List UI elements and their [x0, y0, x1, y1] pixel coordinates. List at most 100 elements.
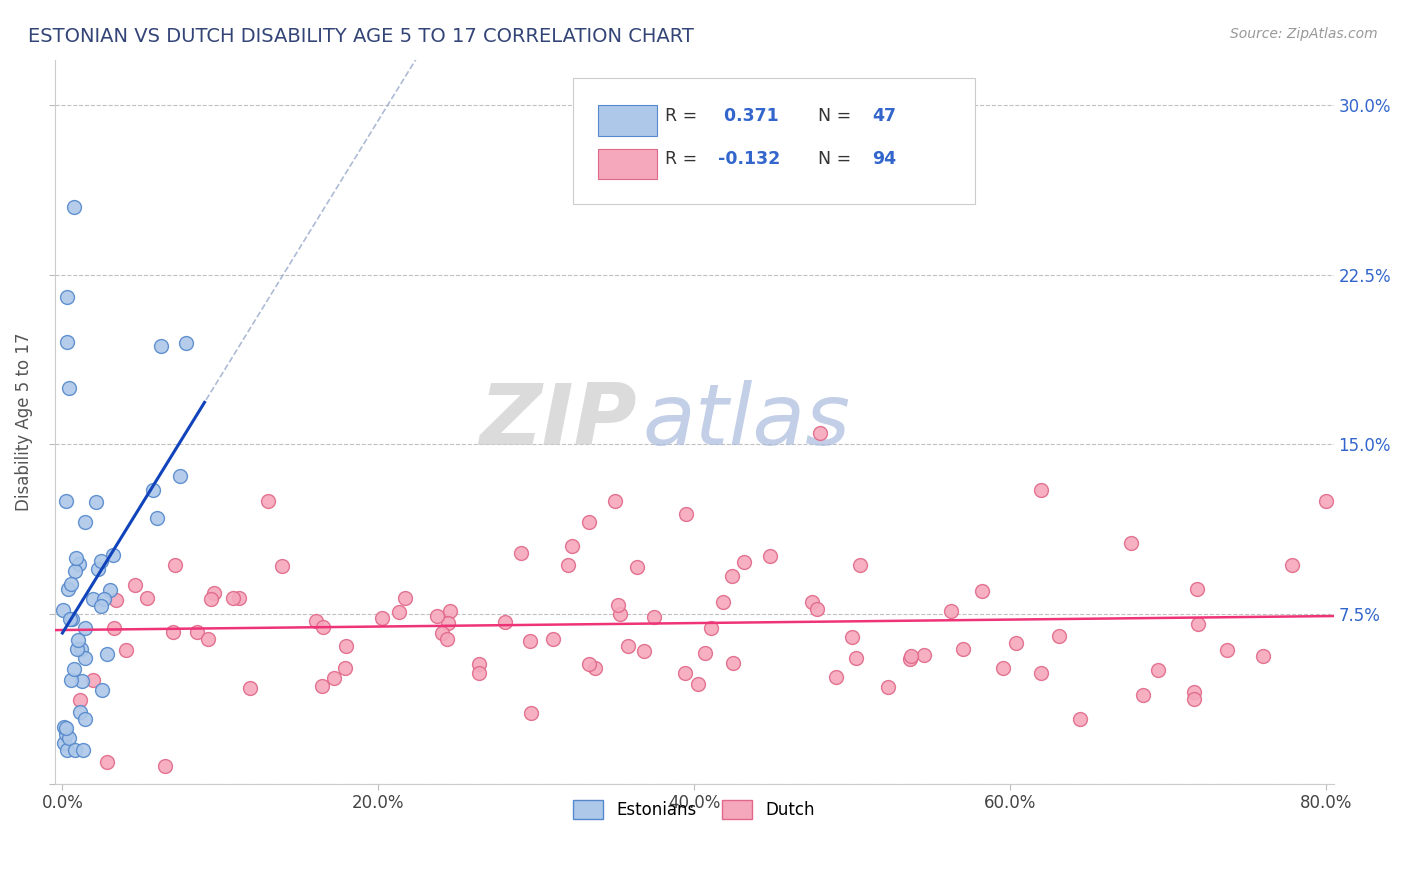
- Point: [633, 644, 655, 658]
- Point: [675, 507, 697, 521]
- Point: [228, 591, 250, 606]
- Point: [63, 200, 86, 214]
- Point: [643, 609, 665, 624]
- Point: [66, 641, 89, 656]
- Point: [55, 722, 77, 736]
- Point: [84, 495, 107, 509]
- Point: [70, 673, 93, 688]
- Point: [557, 558, 579, 572]
- Point: [759, 549, 782, 564]
- Point: [1049, 628, 1071, 642]
- Point: [311, 679, 333, 693]
- Point: [695, 646, 717, 660]
- Point: [1004, 635, 1026, 649]
- Text: -0.132: -0.132: [718, 150, 780, 168]
- Point: [55, 494, 77, 508]
- Point: [56, 743, 79, 757]
- Point: [1029, 665, 1052, 680]
- Point: [806, 601, 828, 615]
- Point: [686, 677, 709, 691]
- Point: [239, 681, 262, 695]
- Point: [100, 582, 122, 597]
- Legend: Estonians, Dutch: Estonians, Dutch: [567, 794, 821, 826]
- Point: [606, 598, 628, 612]
- Point: [62, 612, 84, 626]
- Point: [700, 621, 723, 635]
- Point: [439, 603, 461, 617]
- Point: [63, 743, 86, 757]
- Point: [115, 643, 138, 657]
- Point: [721, 569, 744, 583]
- Text: R =: R =: [665, 107, 703, 125]
- Point: [721, 656, 744, 670]
- Text: ZIP: ZIP: [479, 380, 637, 463]
- Point: [1182, 685, 1205, 699]
- Point: [90, 599, 112, 614]
- Point: [169, 469, 191, 483]
- Point: [519, 634, 541, 648]
- Point: [58, 731, 80, 746]
- Point: [101, 548, 124, 562]
- Point: [73, 651, 96, 665]
- Point: [146, 511, 169, 525]
- Point: [335, 639, 357, 653]
- Point: [59, 611, 82, 625]
- Point: [1132, 688, 1154, 702]
- Text: N =: N =: [818, 107, 856, 125]
- Point: [52, 603, 75, 617]
- Point: [53, 736, 76, 750]
- Point: [162, 624, 184, 639]
- Point: [578, 657, 600, 671]
- Point: [848, 558, 870, 573]
- Point: [970, 583, 993, 598]
- Point: [90, 683, 112, 698]
- Point: [58, 381, 80, 395]
- Point: [82, 591, 104, 606]
- Point: [70, 641, 93, 656]
- Point: [55, 727, 77, 741]
- Point: [1251, 648, 1274, 663]
- Point: [335, 661, 357, 675]
- Y-axis label: Disability Age 5 to 17: Disability Age 5 to 17: [15, 333, 32, 511]
- Point: [426, 608, 449, 623]
- Point: [824, 670, 846, 684]
- Point: [186, 624, 208, 639]
- Point: [561, 540, 583, 554]
- Text: ESTONIAN VS DUTCH DISABILITY AGE 5 TO 17 CORRELATION CHART: ESTONIAN VS DUTCH DISABILITY AGE 5 TO 17…: [28, 27, 695, 45]
- Text: 94: 94: [872, 150, 896, 168]
- Point: [991, 661, 1014, 675]
- Point: [673, 665, 696, 680]
- Point: [1185, 582, 1208, 597]
- Point: [845, 651, 868, 665]
- Point: [1069, 712, 1091, 726]
- Point: [67, 632, 90, 647]
- Point: [69, 705, 91, 719]
- Point: [82, 673, 104, 687]
- Point: [541, 632, 564, 646]
- Point: [800, 595, 823, 609]
- Point: [1119, 536, 1142, 550]
- Point: [939, 604, 962, 618]
- Point: [69, 693, 91, 707]
- Point: [952, 642, 974, 657]
- Point: [104, 592, 127, 607]
- Point: [202, 586, 225, 600]
- Point: [900, 649, 922, 664]
- Point: [468, 657, 491, 671]
- Point: [56, 582, 79, 596]
- Point: [1216, 643, 1239, 657]
- Point: [468, 666, 491, 681]
- Point: [75, 712, 97, 726]
- Point: [1187, 616, 1209, 631]
- Point: [72, 743, 94, 757]
- Point: [56, 335, 79, 350]
- Point: [96, 755, 118, 769]
- Point: [841, 630, 863, 644]
- Point: [430, 625, 453, 640]
- Point: [63, 564, 86, 578]
- Point: [1146, 663, 1168, 677]
- Point: [73, 515, 96, 529]
- Point: [808, 425, 831, 440]
- Point: [73, 621, 96, 635]
- Point: [436, 632, 458, 646]
